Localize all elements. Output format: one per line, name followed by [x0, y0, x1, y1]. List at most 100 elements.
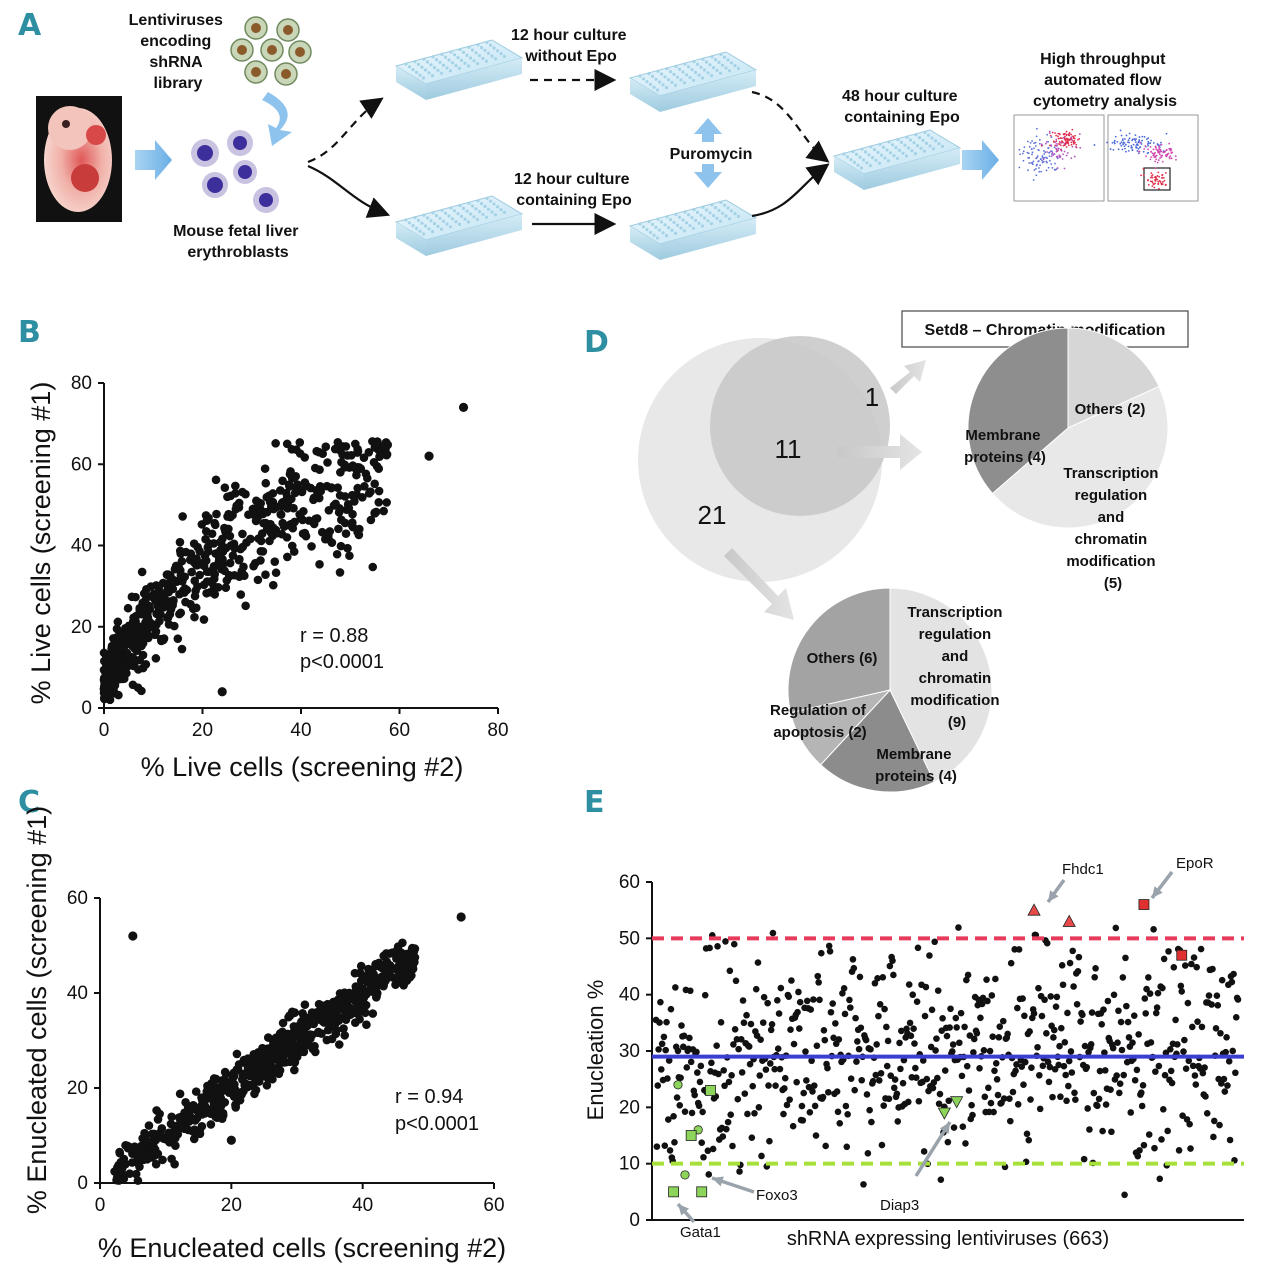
- data-point: [876, 1077, 883, 1084]
- flow-event: [1117, 148, 1120, 151]
- data-point: [231, 481, 240, 491]
- data-point: [923, 1075, 931, 1083]
- data-point: [1146, 990, 1154, 997]
- data-point: [768, 1020, 776, 1028]
- e-x-axis-label: shRNA expressing lentiviruses (663): [787, 1228, 1109, 1250]
- data-point: [760, 993, 768, 1001]
- data-point: [747, 1020, 755, 1028]
- data-point: [1117, 1018, 1125, 1026]
- virus-particle: [260, 38, 284, 62]
- flow-event: [1044, 151, 1047, 154]
- data-point: [706, 944, 713, 952]
- flow-event: [1125, 134, 1128, 137]
- data-point: [1145, 974, 1152, 981]
- data-point: [896, 1039, 903, 1047]
- panel-d: D 1 11 21 Setd8 – Chromatin modification…: [584, 310, 1189, 793]
- data-point: [313, 1028, 323, 1038]
- data-point: [1145, 1131, 1153, 1138]
- data-point: [929, 1084, 937, 1092]
- data-point: [213, 1107, 223, 1117]
- data-point: [271, 439, 280, 448]
- data-point: [749, 1082, 757, 1090]
- flow-event: [1125, 143, 1127, 146]
- flow-event: [1147, 148, 1149, 151]
- data-point: [677, 1074, 684, 1082]
- data-point: [1115, 1007, 1122, 1015]
- data-point: [348, 518, 357, 527]
- flow-event: [1168, 157, 1171, 160]
- panel-a: A Lentiviruses encoding shRNA library: [18, 8, 1199, 261]
- data-point: [190, 612, 199, 622]
- flow-event: [1147, 151, 1150, 154]
- data-point: [1151, 1144, 1158, 1152]
- data-point: [906, 1019, 914, 1027]
- data-point: [1158, 1136, 1165, 1143]
- data-point: [1023, 1130, 1031, 1138]
- data-point: [1021, 1012, 1028, 1020]
- data-point: [142, 1155, 152, 1164]
- with-epo-label: 12 hour culture containing Epo: [514, 171, 634, 209]
- data-point: [1143, 985, 1150, 993]
- flow-event: [1147, 140, 1150, 143]
- data-point: [732, 977, 740, 985]
- flow-event: [1059, 141, 1062, 144]
- label-foxo3: Foxo3: [756, 1187, 798, 1204]
- data-point: [657, 998, 664, 1006]
- flow-event: [1070, 157, 1073, 160]
- flow-event: [1046, 133, 1049, 136]
- flow-event: [1078, 137, 1081, 140]
- flow-event: [1164, 150, 1167, 153]
- flow-event: [1130, 146, 1133, 149]
- y-tick-label: 0: [629, 1210, 640, 1231]
- data-point: [1061, 1039, 1069, 1046]
- data-point: [777, 984, 785, 992]
- data-point: [312, 446, 321, 456]
- flow-event: [1136, 146, 1138, 149]
- panel-label-c: C: [18, 785, 40, 820]
- flow-event: [1038, 142, 1041, 145]
- data-point: [803, 997, 811, 1005]
- data-point: [842, 1102, 850, 1110]
- data-point: [786, 1096, 793, 1103]
- y-tick-label: 40: [67, 983, 88, 1004]
- data-point: [985, 1084, 992, 1092]
- data-point: [983, 976, 990, 983]
- data-point: [147, 620, 157, 629]
- data-point: [1210, 1117, 1218, 1125]
- flow-event: [1058, 155, 1061, 158]
- flow-event: [1071, 128, 1074, 131]
- flow-event: [1137, 141, 1140, 144]
- flow-event: [1151, 152, 1154, 155]
- data-point: [1096, 1067, 1104, 1075]
- flow-event: [1041, 155, 1044, 157]
- data-point: [100, 691, 110, 700]
- data-point: [353, 444, 362, 454]
- data-point: [360, 482, 369, 491]
- venn-arrow-setd8: [890, 360, 926, 394]
- data-point: [755, 1104, 763, 1111]
- flow-event: [1026, 140, 1029, 143]
- data-point: [303, 1040, 313, 1049]
- data-point: [1063, 1097, 1070, 1105]
- data-point: [173, 1130, 183, 1139]
- data-point: [1087, 1040, 1095, 1048]
- data-point: [1197, 945, 1205, 953]
- flow-event: [1119, 142, 1122, 145]
- data-point: [283, 552, 292, 562]
- data-point: [1230, 970, 1237, 978]
- data-point: [162, 570, 172, 579]
- data-point: [1091, 973, 1098, 981]
- data-point: [999, 1017, 1007, 1025]
- virus-particle: [288, 40, 312, 64]
- data-point: [312, 486, 321, 495]
- y-tick-label: 0: [77, 1173, 88, 1194]
- data-point: [1060, 1062, 1068, 1070]
- data-point: [307, 542, 316, 551]
- data-point: [735, 1045, 742, 1053]
- flow-event: [1161, 181, 1164, 183]
- data-point: [762, 1066, 770, 1073]
- data-point: [234, 1060, 244, 1069]
- data-point: [192, 554, 201, 563]
- flow-event: [1156, 161, 1159, 164]
